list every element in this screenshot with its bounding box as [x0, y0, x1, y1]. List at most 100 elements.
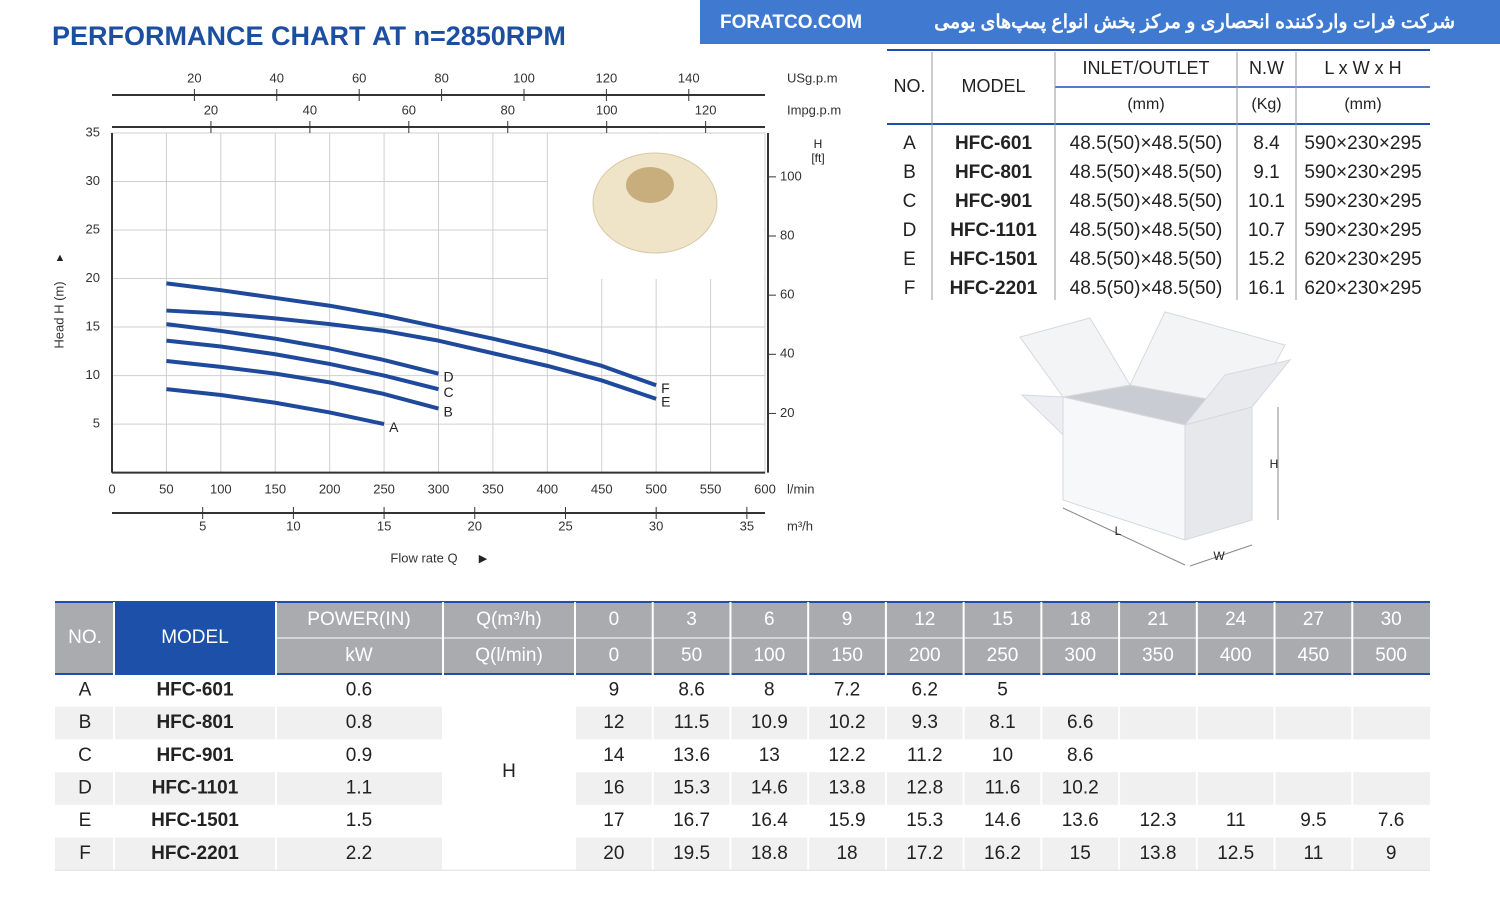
y2-tick-label: 60 — [780, 287, 794, 302]
table-cell: C — [78, 745, 92, 766]
y-tick-label: 25 — [86, 221, 100, 236]
table-header: 0 — [609, 609, 620, 630]
box-flap — [1019, 317, 1131, 398]
table-cell: 15.3 — [673, 777, 710, 798]
table-cell: 1.1 — [346, 777, 372, 798]
x-axis-label: l/min — [787, 481, 814, 496]
x2-tick-label: 80 — [434, 70, 448, 85]
box-face — [1184, 406, 1253, 541]
y-tick-label: 10 — [86, 367, 100, 382]
arrow: ▶ — [479, 553, 488, 565]
table-cell: A — [903, 133, 916, 154]
table-header: 200 — [909, 645, 941, 666]
banner-text: شرکت فرات واردکننده انحصاری و مرکز پخش ا… — [934, 12, 1455, 33]
impeller-hub — [626, 167, 674, 203]
table-cell: 590×230×295 — [1304, 191, 1421, 212]
table-cell: 13.6 — [673, 745, 710, 766]
table-row-bg — [55, 706, 1430, 740]
curve — [166, 281, 657, 388]
table-header: 50 — [681, 645, 702, 666]
table-header: N.W — [1249, 58, 1284, 78]
x-title: Flow rate Q — [390, 550, 457, 565]
table-cell: 5 — [997, 679, 1008, 700]
x2-tick-label: 60 — [402, 102, 416, 117]
table-cell: HFC-1501 — [151, 810, 239, 831]
table-cell: 18.8 — [751, 843, 788, 864]
table-cell: 16 — [603, 777, 624, 798]
table-cell: HFC-601 — [955, 133, 1033, 154]
x2-tick-label: 80 — [501, 102, 515, 117]
table-cell: 590×230×295 — [1304, 133, 1421, 154]
table-cell: 9.1 — [1253, 162, 1279, 183]
table-header: 0 — [609, 645, 620, 666]
table-header: MODEL — [161, 627, 229, 648]
table-header: 27 — [1303, 609, 1324, 630]
table-header: 12 — [914, 609, 935, 630]
table-cell: HFC-901 — [156, 745, 234, 766]
table-cell: 9.5 — [1300, 810, 1326, 831]
y2-tick-label: 100 — [780, 168, 802, 183]
y-tick-label: 35 — [86, 124, 100, 139]
x-tick-label: 150 — [264, 481, 286, 496]
table-cell: 620×230×295 — [1304, 249, 1421, 270]
x-tick-label: 250 — [373, 481, 395, 496]
table-cell: 0.6 — [346, 679, 372, 700]
table-cell: HFC-1101 — [950, 220, 1037, 241]
table-cell: 9 — [609, 679, 620, 700]
curve-label: B — [444, 403, 453, 419]
table-cell: 15.9 — [829, 810, 866, 831]
table-cell: E — [79, 810, 92, 831]
x2-tick-label: 140 — [678, 70, 700, 85]
table-cell: 10 — [992, 745, 1013, 766]
table-cell: 2.2 — [346, 843, 372, 864]
table-header: 500 — [1375, 645, 1407, 666]
x2-tick-label: 40 — [303, 102, 317, 117]
curve — [166, 338, 439, 392]
box-label-l: L — [1115, 524, 1122, 538]
table-cell: HFC-801 — [156, 712, 234, 733]
table-header: kW — [345, 645, 373, 666]
table-unit: (mm) — [1127, 96, 1164, 113]
table-cell: 10.9 — [751, 712, 788, 733]
x2-tick-label: 30 — [649, 518, 663, 533]
table-cell: 8.6 — [678, 679, 704, 700]
table-header: NO. — [893, 76, 925, 96]
table-cell: 14.6 — [751, 777, 788, 798]
table-cell: 0.8 — [346, 712, 372, 733]
table-header: 3 — [686, 609, 697, 630]
table-cell: HFC-901 — [955, 191, 1033, 212]
dimension-line — [1189, 544, 1253, 567]
table-cell: 8 — [764, 679, 775, 700]
x2-tick-label: 35 — [740, 518, 754, 533]
table-cell: 12 — [603, 712, 624, 733]
table-cell: 13 — [759, 745, 780, 766]
table-cell: 11 — [1226, 810, 1246, 831]
x-tick-label: 550 — [700, 481, 722, 496]
table-header: 450 — [1298, 645, 1330, 666]
table-cell: 13.8 — [1139, 843, 1176, 864]
x2-tick-label: 100 — [596, 102, 618, 117]
x-tick-label: 50 — [159, 481, 173, 496]
table-header: INLET/OUTLET — [1082, 58, 1209, 78]
table-cell: D — [903, 220, 917, 241]
table-cell: 590×230×295 — [1304, 162, 1421, 183]
x2-tick-label: 20 — [468, 518, 482, 533]
table-cell: HFC-2201 — [151, 843, 239, 864]
y-tick-label: 30 — [86, 173, 100, 188]
table-cell: D — [78, 777, 92, 798]
table-cell: 13.6 — [1062, 810, 1099, 831]
table-cell: B — [79, 712, 92, 733]
table-cell: 6.6 — [1067, 712, 1093, 733]
table-cell: 11.2 — [907, 745, 943, 766]
chart-title: PERFORMANCE CHART AT n=2850RPM — [52, 21, 566, 51]
x2-tick-label: 40 — [270, 70, 284, 85]
table-cell: 16.2 — [984, 843, 1021, 864]
table-header: 250 — [987, 645, 1019, 666]
table-cell: 18 — [836, 843, 857, 864]
box-label-h: H — [1270, 457, 1279, 471]
table-row-bg — [55, 772, 1430, 805]
table-unit: (Kg) — [1251, 96, 1281, 113]
table-unit: (mm) — [1344, 96, 1381, 113]
box-illustration — [1019, 311, 1292, 567]
table-cell: 17 — [603, 810, 624, 831]
